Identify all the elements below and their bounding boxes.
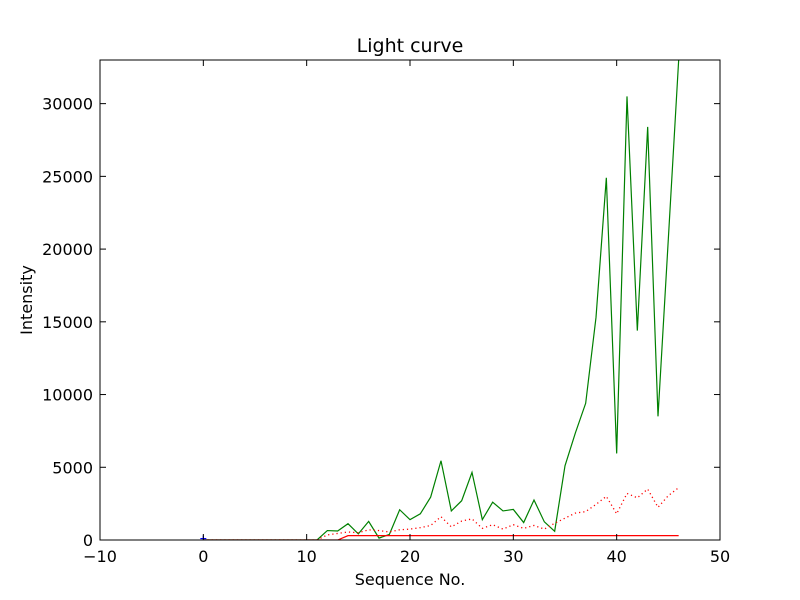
y-tick-label: 15000 [42, 313, 93, 332]
y-tick-label: 25000 [42, 167, 93, 186]
series-line-2 [203, 535, 679, 540]
chart-title: Light curve [357, 35, 464, 57]
x-tick-label: 30 [503, 547, 523, 566]
x-tick-label: 40 [606, 547, 626, 566]
x-tick-label: 50 [710, 547, 730, 566]
y-axis-label: Intensity [17, 265, 36, 335]
x-axis-label: Sequence No. [355, 570, 466, 589]
y-tick-label: 30000 [42, 95, 93, 114]
y-tick-label: 10000 [42, 386, 93, 405]
x-tick-label: 10 [296, 547, 316, 566]
y-axis-ticks: 0 5000 10000 15000 20000 25000 30000 [42, 95, 720, 550]
x-tick-label: −10 [83, 547, 117, 566]
x-tick-label: 20 [400, 547, 420, 566]
y-tick-label: 5000 [52, 458, 93, 477]
x-tick-label: 0 [198, 547, 208, 566]
series-line-0 [203, 60, 680, 540]
y-tick-label: 20000 [42, 240, 93, 259]
x-axis-ticks: −10 0 10 20 30 40 50 [83, 60, 730, 566]
y-tick-label: 0 [83, 531, 93, 550]
